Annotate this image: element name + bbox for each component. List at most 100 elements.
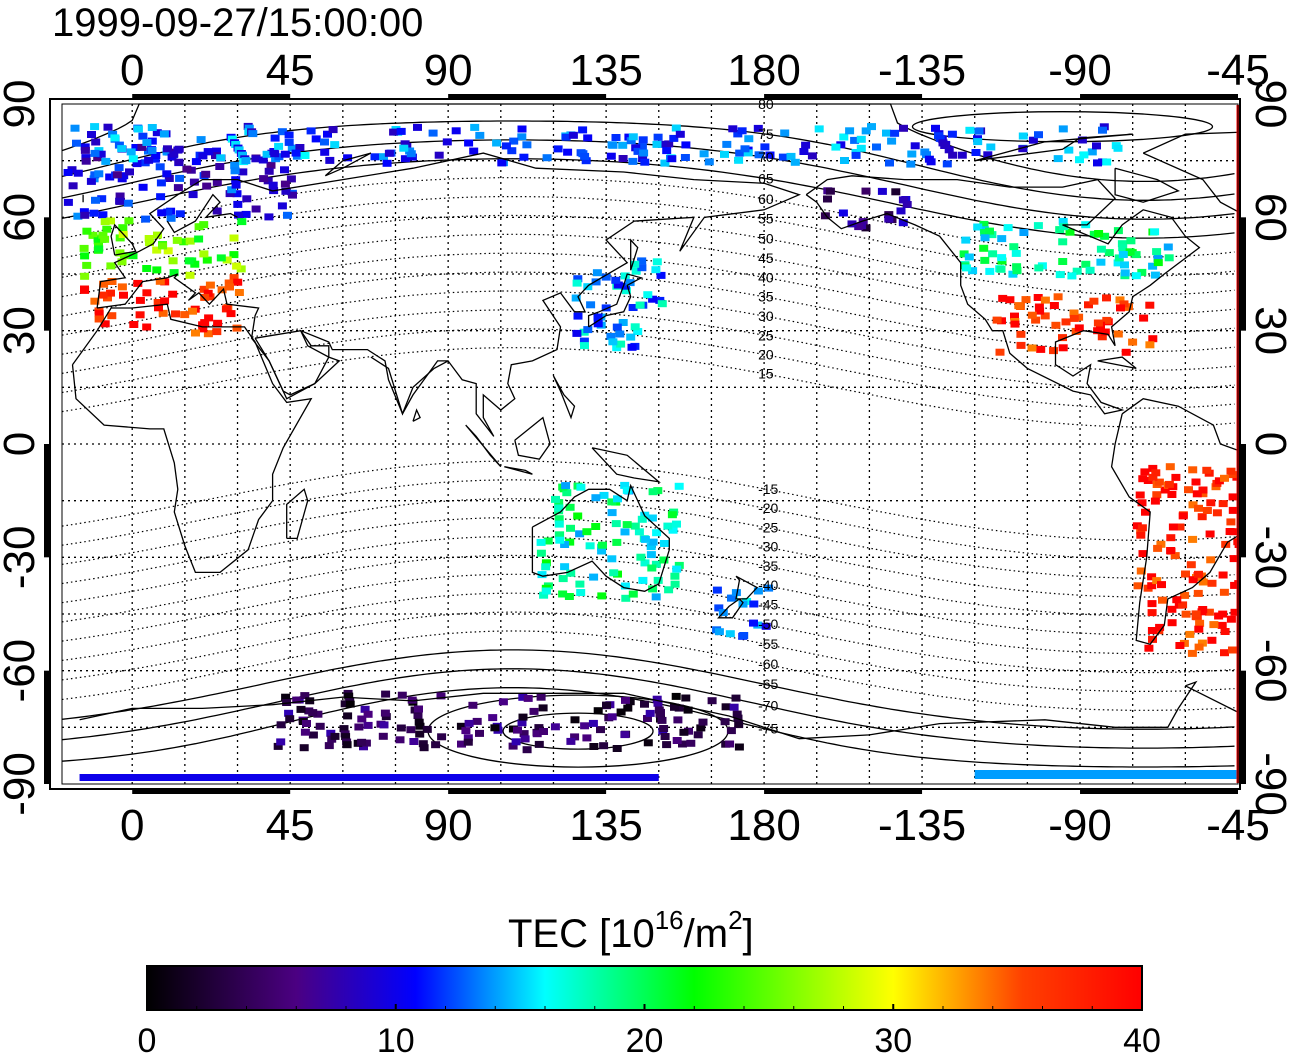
tec-cell [1034,303,1044,311]
tec-cell [117,145,127,153]
frame-bar-right [1240,444,1246,558]
tec-cell [184,257,194,265]
right-tick-label: -90 [1246,752,1292,816]
tec-cell [95,315,104,323]
tec-cell [277,128,287,136]
bottom-tick-label: -45 [1206,801,1270,850]
tec-cell [117,283,127,291]
tec-cell [667,155,677,163]
tec-cell [241,210,251,218]
tec-cell [698,718,708,726]
tec-cell [554,515,564,523]
tec-cell [379,153,388,161]
tec-cell [169,269,179,277]
tec-cell [188,307,197,315]
tec-cell [1074,324,1084,332]
tec-cell [799,148,809,155]
tec-cell [539,591,549,599]
tec-cell [182,165,192,173]
tec-cell [1217,621,1227,629]
tec-cell [399,144,409,152]
tec-cell [229,274,239,282]
tec-cell [1185,630,1195,638]
tec-cell [461,727,471,735]
tec-cell [1131,251,1141,259]
tec-cell [152,266,162,274]
tec-cell [944,146,954,154]
tec-cell [89,209,99,217]
tec-cell [659,556,669,564]
tec-cell [80,272,90,280]
tec-cell [733,714,743,722]
tec-cell [1188,576,1198,584]
tec-cell [396,127,406,135]
tec-cell [606,152,616,160]
tec-cell [1148,464,1158,472]
tec-cell [628,157,638,165]
tec-cell [959,250,969,258]
tec-cell [1186,561,1196,569]
tec-cell [1058,344,1068,352]
tec-cell [593,320,603,328]
tec-cell [931,124,940,132]
tec-cell [660,159,670,167]
tec-cell [135,296,145,304]
tec-cell [396,724,406,732]
tec-cell [313,710,323,718]
tec-cell [861,187,871,195]
tec-cell [820,212,830,220]
tec-cell [1143,477,1153,484]
tec-cell [727,594,736,602]
tec-cell [1150,271,1160,279]
tec-cell [98,291,108,299]
tec-cell [277,202,287,210]
tec-cell [1195,619,1205,627]
tec-cell [203,289,213,297]
tec-cell [628,304,638,311]
tec-cell [232,190,242,198]
frame-bar-left [44,444,50,558]
colorbar-tick-label: 10 [377,1022,415,1057]
tec-cell [205,281,215,289]
tec-cell [1214,477,1224,485]
tec-cell [839,133,849,141]
tec-cell [575,580,585,588]
left-tick-label: 60 [0,193,44,242]
tec-cell [270,150,280,158]
left-tick-label: -30 [0,526,44,590]
tec-cell [469,147,479,155]
tec-cell [133,279,143,287]
tec-cell [1141,508,1150,516]
tec-cell [188,191,198,199]
tec-cell [434,151,444,159]
tec-cell [94,310,104,318]
tec-cell [225,283,234,291]
tec-cell [1145,341,1155,349]
tec-cell [98,231,108,239]
tec-cell [1148,335,1158,343]
tec-cell [940,142,950,149]
tec-cell [1188,501,1198,509]
tec-cell [259,175,269,183]
tec-cell [639,149,649,157]
inner-frame [61,103,1239,785]
tec-cell [1194,504,1203,512]
tec-cell [428,129,438,137]
tec-cell [1102,294,1111,302]
tec-cell [380,709,390,717]
tec-cell [575,530,585,538]
tec-cell [1005,296,1015,304]
tec-cell [1191,478,1201,486]
tec-cell [602,701,612,709]
tec-cell [543,537,553,545]
tec-cell [1115,296,1125,304]
tec-cell [550,723,560,731]
tec-cell [153,299,163,306]
tec-cell [907,150,917,158]
tec-cell [106,289,115,297]
tec-cell [1230,581,1240,589]
tec-cell [1225,528,1235,535]
tec-cell [578,126,588,134]
tec-cell [110,134,120,142]
tec-cell [292,696,302,704]
